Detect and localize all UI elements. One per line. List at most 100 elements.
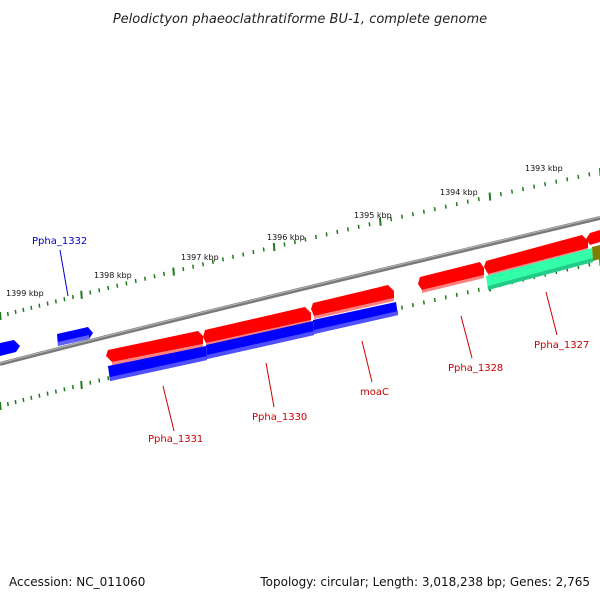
- gene-ppha-1332-shade: [58, 335, 89, 346]
- outer-tick-8: [63, 297, 66, 302]
- gene-moac-forward[interactable]: [311, 285, 394, 316]
- label-moac[interactable]: moaC: [360, 387, 389, 398]
- outer-tick-46: [444, 204, 447, 209]
- inner-tick-59: [588, 262, 591, 267]
- inner-tick-44: [422, 300, 425, 305]
- inner-tick-48: [466, 290, 469, 295]
- outer-tick-53: [521, 186, 525, 192]
- outer-tick-6: [46, 301, 49, 306]
- outer-tick-35: [325, 232, 328, 237]
- genome-summary-text: Topology: circular; Length: 3,018,238 bp…: [259, 575, 590, 589]
- scale-label-1395: 1395 kbp: [354, 211, 392, 220]
- outer-tick-55: [544, 182, 547, 187]
- inner-tick-45: [433, 297, 436, 303]
- gene-forward-edge[interactable]: [586, 230, 600, 245]
- outer-tick-39: [368, 222, 371, 227]
- outer-tick-48: [466, 199, 469, 204]
- outer-tick-45: [433, 206, 436, 212]
- gene-ppha-1331-forward[interactable]: [106, 331, 203, 362]
- gene-olive-edge[interactable]: [592, 245, 600, 261]
- inner-tick-6: [46, 391, 49, 396]
- outer-tick-2: [14, 309, 17, 315]
- scale-label-1396: 1396 kbp: [267, 233, 305, 242]
- inner-tick-13: [107, 376, 110, 381]
- inner-tick-46: [444, 295, 447, 300]
- label-ppha-1328[interactable]: Ppha_1328: [448, 363, 503, 374]
- gene-ppha-1330-shade: [207, 331, 314, 359]
- outer-scale-ticks: [0, 168, 600, 321]
- outer-tick-7: [54, 299, 57, 304]
- other-genes: [486, 245, 600, 290]
- outer-tick-43: [411, 212, 414, 217]
- gene-forward-1327-block[interactable]: [484, 235, 588, 274]
- gene-ppha-1328[interactable]: [418, 262, 484, 290]
- outer-tick-44: [422, 209, 425, 214]
- outer-tick-3: [22, 307, 25, 313]
- outer-tick-36: [336, 229, 339, 235]
- scale-label-1397: 1397 kbp: [181, 253, 219, 262]
- outer-tick-12: [98, 288, 101, 293]
- inner-tick-7: [54, 389, 57, 394]
- outer-tick-58: [577, 174, 580, 179]
- forward-strand-genes: [106, 230, 600, 365]
- outer-tick-1: [6, 311, 9, 317]
- outer-tick-19: [162, 271, 166, 277]
- outer-tick-40: [379, 217, 382, 226]
- gene-moac-shade: [314, 311, 398, 334]
- inner-tick-3: [22, 397, 25, 403]
- inner-tick-42: [400, 305, 404, 310]
- outer-tick-14: [116, 283, 119, 288]
- scale-label-1393: 1393 kbp: [525, 164, 563, 173]
- outer-tick-32: [293, 239, 296, 245]
- outer-tick-18: [153, 274, 156, 279]
- label-ppha-1330[interactable]: Ppha_1330: [252, 412, 307, 423]
- gene-ppha-1331-forward-shade: [112, 344, 203, 365]
- inner-tick-2: [14, 399, 17, 405]
- inner-tick-47: [455, 292, 458, 298]
- outer-tick-56: [555, 179, 558, 184]
- outer-tick-13: [107, 285, 110, 291]
- outer-tick-22: [192, 264, 195, 269]
- gene-ppha-1328-shade: [422, 275, 484, 293]
- outer-tick-42: [400, 214, 404, 219]
- scale-label-1399: 1399 kbp: [6, 289, 44, 298]
- gene-ppha-1330-forward[interactable]: [203, 307, 311, 343]
- outer-tick-4: [30, 305, 33, 310]
- leader-ppha-1327: [545, 291, 558, 336]
- outer-tick-23: [201, 262, 205, 267]
- genome-title: Pelodictyon phaeoclathratiforme BU-1, co…: [113, 12, 487, 27]
- label-ppha-1332[interactable]: Ppha_1332: [32, 236, 87, 247]
- inner-tick-43: [411, 302, 414, 308]
- label-ppha-1327[interactable]: Ppha_1327: [534, 340, 589, 351]
- outer-tick-16: [134, 278, 137, 284]
- gene-labels: Ppha_1332 Ppha_1331 Ppha_1330 moaC Ppha_…: [32, 236, 589, 445]
- inner-tick-49: [477, 287, 480, 292]
- outer-tick-33: [304, 237, 307, 242]
- outer-tick-57: [566, 177, 569, 182]
- leader-moac: [361, 340, 373, 383]
- outer-tick-34: [314, 234, 318, 240]
- outer-tick-15: [125, 281, 128, 286]
- genome-backbone: [0, 216, 600, 366]
- leader-ppha-1331: [162, 385, 175, 432]
- inner-tick-1: [6, 401, 9, 407]
- outer-tick-47: [455, 201, 458, 207]
- genome-backbone-highlight: [0, 216, 600, 364]
- gene-ppha-1331-shade: [110, 356, 207, 381]
- inner-tick-11: [89, 380, 92, 385]
- outer-tick-25: [221, 257, 225, 262]
- outer-tick-24: [211, 259, 214, 265]
- outer-tick-31: [283, 242, 286, 247]
- outer-tick-26: [231, 254, 235, 260]
- leader-ppha-1330: [265, 362, 275, 408]
- outer-tick-51: [499, 191, 502, 197]
- gene-moac-forward-shade: [314, 298, 394, 319]
- label-leaders: [59, 249, 558, 432]
- gene-left-edge[interactable]: [0, 340, 20, 356]
- outer-tick-38: [357, 224, 360, 229]
- inner-tick-0: [0, 401, 2, 411]
- label-ppha-1331[interactable]: Ppha_1331: [148, 434, 203, 445]
- outer-tick-59: [588, 172, 591, 177]
- outer-tick-37: [346, 227, 350, 232]
